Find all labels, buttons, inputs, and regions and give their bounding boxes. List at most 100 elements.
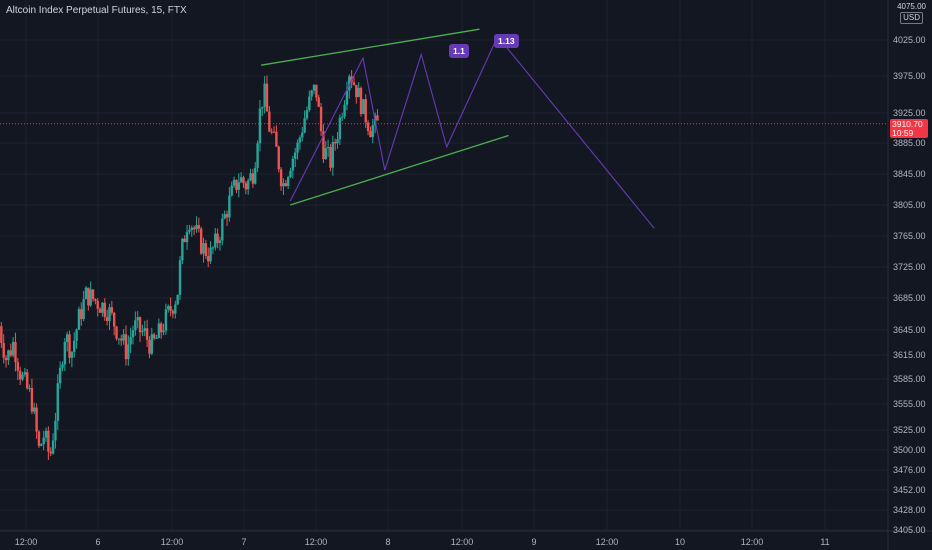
candle-body [155, 338, 158, 340]
candle-body [348, 76, 351, 91]
candle-body [127, 344, 130, 360]
candle-body [98, 308, 102, 313]
candle-body [120, 338, 123, 341]
candle-body [169, 306, 172, 311]
candle-body [242, 177, 245, 184]
y-tick-label: 4025.00 [893, 35, 926, 45]
candle-body [136, 317, 139, 321]
candle-body [4, 357, 8, 361]
chart-title: Altcoin Index Perpetual Futures, 15, FTX [6, 5, 187, 16]
x-tick-label: 9 [531, 537, 536, 547]
candle-body [369, 130, 372, 138]
x-tick-label: 12:00 [741, 537, 764, 547]
candle-body [70, 351, 74, 358]
fib-label-left[interactable]: 1.1 [449, 44, 469, 58]
candle-body [218, 240, 222, 243]
y-tick-label: 3645.00 [893, 325, 926, 335]
candle-body [89, 289, 92, 306]
candle-body [16, 362, 20, 371]
x-tick-label: 11 [820, 537, 829, 547]
current-price-badge: 3910.70 10:59 [890, 119, 928, 138]
y-tick-label: 3925.00 [893, 108, 926, 118]
candle-body [207, 256, 210, 262]
candle-body [371, 125, 374, 138]
candle-body [294, 152, 297, 159]
candle-body [87, 287, 90, 306]
candle-body [197, 225, 201, 229]
x-tick-label: 6 [95, 537, 100, 547]
candle-body [63, 341, 67, 365]
candle-body [178, 260, 182, 295]
candle-body [14, 342, 17, 363]
candle-body [35, 407, 38, 432]
y-tick-label: 3452.00 [893, 485, 926, 495]
candle-body [188, 229, 191, 232]
candle-body [202, 243, 205, 254]
candle-body [291, 158, 295, 171]
candle-body [152, 334, 156, 339]
candle-body [94, 299, 97, 301]
currency-selector[interactable]: 4075.00 USD [897, 3, 926, 24]
candle-body [331, 141, 335, 168]
candle-body [272, 131, 276, 133]
candle-body [256, 143, 259, 168]
candle-body [195, 225, 198, 230]
candle-body [30, 387, 34, 412]
channel-upper-line [260, 28, 480, 66]
candle-body [7, 350, 10, 361]
candle-body [160, 323, 163, 333]
candle-body [232, 179, 236, 186]
candle-body [0, 326, 3, 343]
candle-body [216, 233, 219, 243]
candle-body [211, 247, 215, 249]
candle-body [80, 309, 83, 320]
price-top-partial: 4075.00 [897, 2, 926, 11]
currency-label[interactable]: USD [900, 12, 923, 24]
candle-body [37, 431, 41, 446]
candle-body [209, 247, 212, 262]
candle-body [362, 99, 365, 114]
candle-body [82, 299, 85, 320]
candle-body [305, 110, 309, 119]
candle-body [326, 147, 330, 149]
candle-body [96, 300, 99, 309]
candle-body [18, 370, 22, 380]
x-tick-label: 8 [385, 537, 390, 547]
channel-lower-line [290, 134, 509, 206]
candle-body [341, 116, 344, 118]
y-tick-label: 3525.00 [893, 425, 926, 435]
candle-body [275, 131, 278, 147]
x-tick-label: 12:00 [451, 537, 474, 547]
candle-body [286, 177, 290, 186]
y-tick-label: 3428.00 [893, 505, 926, 515]
candle-body [11, 342, 15, 356]
x-tick-label: 12:00 [15, 537, 38, 547]
candle-body [265, 83, 269, 112]
candle-body [42, 437, 45, 445]
candle-body [355, 84, 358, 98]
x-tick-label: 12:00 [305, 537, 328, 547]
candle-body [183, 238, 186, 243]
candle-body [65, 334, 69, 342]
candle-body [221, 218, 224, 241]
candle-body [176, 294, 179, 305]
candle-body [284, 183, 288, 186]
candle-countdown: 10:59 [892, 128, 914, 138]
candle-body [141, 331, 144, 333]
fib-label-right[interactable]: 1.13 [494, 34, 519, 48]
candle-body [115, 326, 118, 339]
candle-body [167, 306, 170, 310]
y-tick-label: 3476.00 [893, 465, 926, 475]
candle-body [322, 131, 325, 160]
candle-body [261, 106, 264, 109]
y-tick-label: 3805.00 [893, 200, 926, 210]
candle-body [75, 329, 78, 341]
candle-body [49, 451, 52, 454]
candle-body [157, 323, 161, 339]
y-tick-label: 3765.00 [893, 231, 926, 241]
candle-body [258, 108, 262, 144]
candle-body [108, 307, 111, 322]
candle-body [134, 320, 137, 331]
